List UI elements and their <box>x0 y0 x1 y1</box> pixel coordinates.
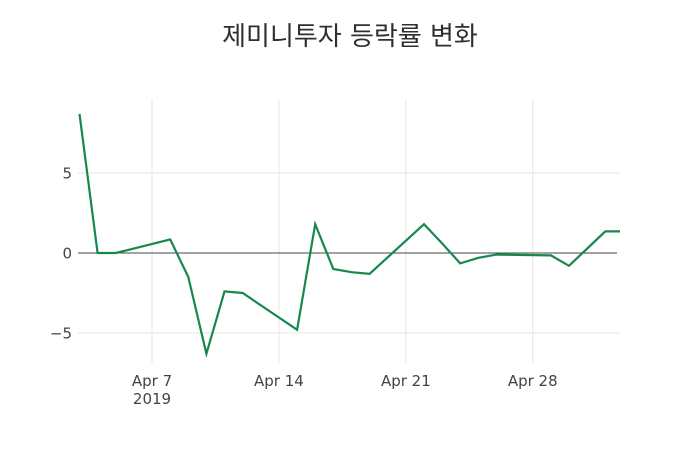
y-tick-label: 5 <box>62 165 72 183</box>
x-tick-label: Apr 14 <box>254 372 304 390</box>
chart-title: 제미니투자 등락률 변화 <box>222 22 478 52</box>
x-tick-label: Apr 21 <box>381 372 431 390</box>
x-tick-label: Apr 7 <box>132 372 172 390</box>
y-tick-label: 0 <box>62 245 72 263</box>
x-tick-sublabel: 2019 <box>133 390 171 408</box>
series-line <box>78 113 620 359</box>
x-tick-label: Apr 28 <box>508 372 558 390</box>
y-tick-label: −5 <box>50 324 72 342</box>
